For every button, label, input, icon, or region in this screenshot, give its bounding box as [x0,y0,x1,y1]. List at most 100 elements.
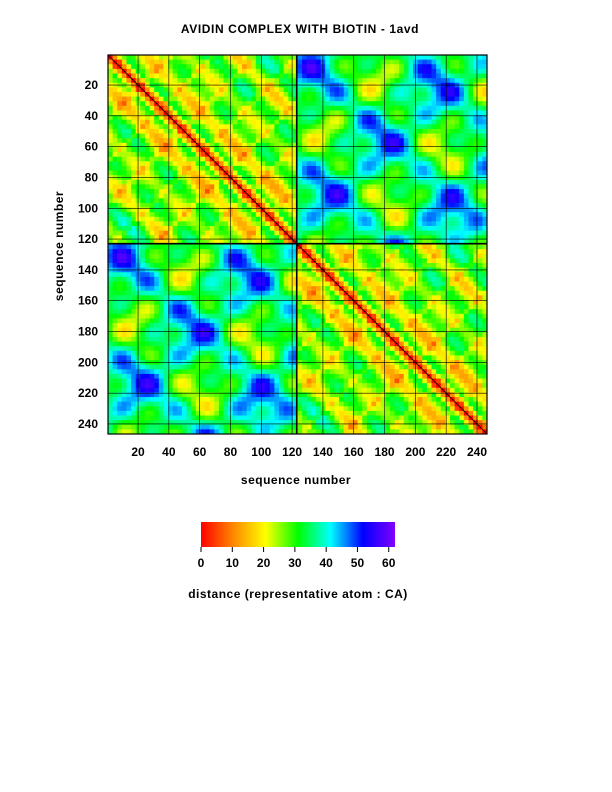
heatmap-cell [255,124,262,130]
heatmap-cell [292,73,299,79]
heatmap-cell [376,420,382,426]
heatmap-cell [158,91,165,98]
heatmap-cell [352,410,359,417]
heatmap-cell [376,59,382,65]
heatmap-cell [149,318,155,324]
heatmap-cell [352,420,359,426]
heatmap-cell [177,332,183,338]
heatmap-cell [154,170,160,176]
heatmap-cell [279,179,285,186]
heatmap-cell [260,55,266,61]
heatmap-cell [200,170,206,176]
heatmap-cell [108,387,114,393]
heatmap-cell [380,147,386,153]
heatmap-cell [362,332,368,338]
heatmap-cell [269,318,275,324]
heatmap-cell [117,87,123,93]
heatmap-cell [366,360,373,366]
heatmap-cell [269,336,275,343]
heatmap-cell [117,124,123,130]
heatmap-cell [218,253,225,259]
heatmap-cell [172,364,178,370]
heatmap-cell [121,152,128,158]
heatmap-cell [237,272,243,278]
heatmap-cell [232,309,239,315]
heatmap-cell [149,68,155,75]
heatmap-cell [279,262,285,269]
heatmap-cell [343,189,349,195]
heatmap-cell [357,119,363,125]
heatmap-cell [297,202,303,209]
heatmap-cell [311,397,317,403]
heatmap-cell [371,299,377,306]
heatmap-cell [191,281,197,287]
heatmap-cell [380,295,386,301]
heatmap-cell [269,138,275,144]
heatmap-cell [292,226,299,232]
heatmap-cell [214,73,220,79]
heatmap-cell [380,152,386,158]
heatmap-cell [223,323,229,329]
heatmap-cell [242,369,248,375]
heatmap-cell [158,189,165,195]
heatmap-cell [154,239,160,246]
heatmap-cell [260,262,266,269]
heatmap-cell [144,373,151,380]
heatmap-cell [302,397,308,403]
heatmap-cell [348,198,354,204]
heatmap-cell [357,216,363,222]
heatmap-cell [168,55,174,61]
heatmap-cell [112,133,118,139]
heatmap-cell [149,281,155,287]
heatmap-cell [251,336,257,343]
heatmap-cell [168,216,174,222]
heatmap-cell [186,350,192,357]
heatmap-cell [265,216,271,222]
heatmap-cell [376,170,382,176]
heatmap-cell [112,424,118,430]
heatmap-cell [232,68,239,75]
heatmap-cell [255,221,262,227]
heatmap-cell [385,290,391,296]
heatmap-cell [283,124,289,130]
heatmap-cell [200,290,206,296]
heatmap-cell [306,355,312,361]
heatmap-cell [302,272,308,278]
heatmap-cell [366,332,373,338]
heatmap-cell [362,244,368,250]
heatmap-cell [255,59,262,65]
heatmap-cell [149,327,155,333]
heatmap-cell [237,281,243,287]
heatmap-cell [269,105,275,112]
heatmap-cell [163,68,169,75]
heatmap-cell [108,87,114,93]
heatmap-cell [357,239,363,246]
heatmap-cell [343,262,349,269]
heatmap-cell [223,360,229,366]
heatmap-cell [195,165,202,172]
heatmap-cell [140,420,146,426]
heatmap-cell [163,101,169,107]
heatmap-cell [200,262,206,269]
heatmap-cell [255,64,262,70]
heatmap-cell [214,119,220,125]
heatmap-cell [297,78,303,84]
heatmap-cell [163,401,169,407]
heatmap-cell [117,309,123,315]
heatmap-cell [251,360,257,366]
heatmap-cell [186,207,192,213]
heatmap-cell [168,249,174,255]
heatmap-cell [242,406,248,412]
heatmap-cell [357,230,363,236]
heatmap-cell [237,105,243,112]
heatmap-cell [306,133,312,139]
heatmap-cell [362,253,368,259]
heatmap-cell [357,91,363,98]
heatmap-cell [362,101,368,107]
heatmap-cell [140,327,146,333]
heatmap-cell [352,332,359,338]
heatmap-cell [172,170,178,176]
heatmap-cell [112,336,118,343]
heatmap-cell [121,309,128,315]
heatmap-cell [265,221,271,227]
